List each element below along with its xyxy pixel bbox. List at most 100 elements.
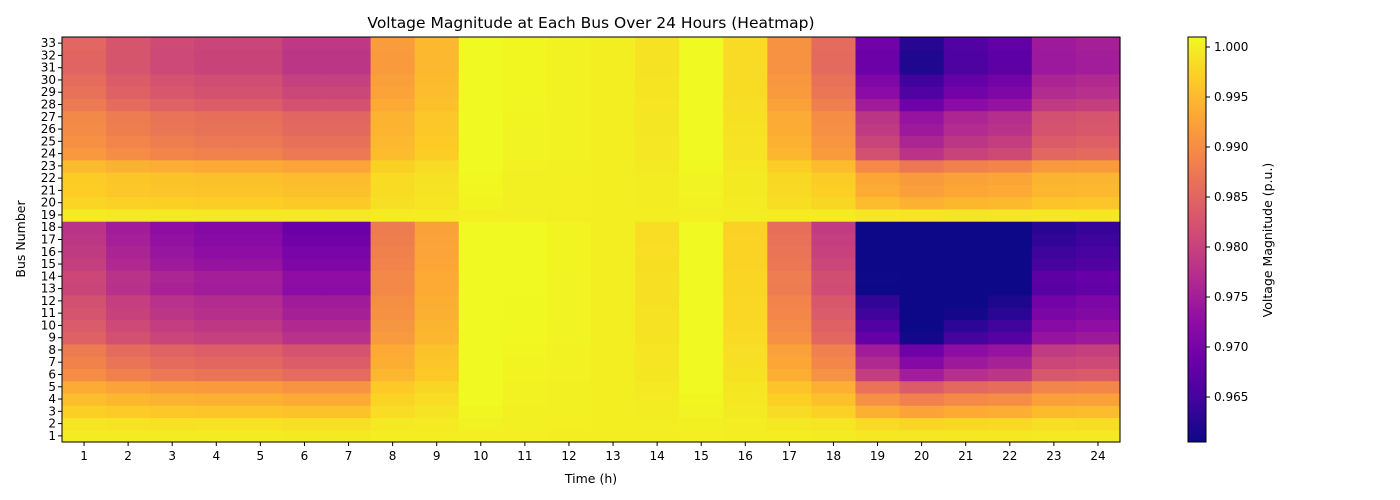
heatmap-cell <box>987 221 1033 234</box>
heatmap-cell <box>370 73 416 87</box>
heatmap-cell <box>238 98 284 112</box>
heatmap-cell <box>723 245 768 259</box>
heatmap-cell <box>811 356 857 369</box>
heatmap-cell <box>238 343 284 357</box>
heatmap-cell <box>1075 282 1121 296</box>
heatmap-cell <box>414 233 460 247</box>
heatmap-cell <box>899 98 945 112</box>
heatmap-cell <box>635 429 680 443</box>
heatmap-cell <box>1075 184 1121 198</box>
heatmap-cell <box>1031 61 1077 75</box>
heatmap-cell <box>811 122 857 136</box>
heatmap-cell <box>150 270 195 284</box>
heatmap-cell <box>1075 405 1121 419</box>
heatmap-cell <box>811 221 857 234</box>
heatmap-cell <box>150 49 195 63</box>
colorbar <box>1187 36 1207 443</box>
heatmap-cell <box>811 429 857 443</box>
heatmap-cell <box>326 73 372 87</box>
heatmap-cell <box>458 282 504 296</box>
heatmap-cell <box>282 86 328 99</box>
heatmap-cell <box>811 319 857 333</box>
heatmap-cell <box>502 221 548 234</box>
y-tick-label: 9 <box>48 331 56 345</box>
colorbar-tick-label: 0.985 <box>1214 190 1248 204</box>
heatmap-cell <box>811 417 857 431</box>
heatmap-cell <box>855 61 901 75</box>
heatmap-cell <box>591 37 636 50</box>
heatmap-cell <box>1031 233 1077 247</box>
heatmap-cell <box>370 61 416 75</box>
heatmap-cell <box>62 233 107 247</box>
x-tick-label: 11 <box>517 449 532 463</box>
heatmap-cell <box>282 37 328 50</box>
heatmap-cell <box>502 135 548 149</box>
heatmap-cell <box>194 122 239 136</box>
heatmap-cell <box>150 184 195 198</box>
heatmap-cell <box>414 122 460 136</box>
heatmap-cell <box>591 61 636 75</box>
colorbar-tick-label: 0.990 <box>1214 140 1248 154</box>
heatmap-cell <box>723 172 768 185</box>
heatmap-cell <box>414 368 460 382</box>
colorbar-tick-label: 0.970 <box>1214 340 1248 354</box>
heatmap-cell <box>326 417 372 431</box>
colorbar-label: Voltage Magnitude (p.u.) <box>1260 163 1275 318</box>
heatmap-cell <box>899 331 945 345</box>
heatmap-cell <box>723 196 768 210</box>
heatmap-cell <box>326 380 372 394</box>
heatmap-cell <box>943 270 989 284</box>
heatmap-cell <box>326 429 372 443</box>
heatmap-cell <box>326 319 372 333</box>
heatmap-cell <box>1031 73 1077 87</box>
x-tick-label: 23 <box>1046 449 1061 463</box>
heatmap-cell <box>326 147 372 161</box>
heatmap-cell <box>855 245 901 259</box>
heatmap-cell <box>62 98 107 112</box>
heatmap-cell <box>370 380 416 394</box>
heatmap-cell <box>591 307 636 320</box>
heatmap-cell <box>899 159 945 173</box>
heatmap-cell <box>238 172 284 185</box>
heatmap-cell <box>943 380 989 394</box>
heatmap-cell <box>62 196 107 210</box>
heatmap-cell <box>855 73 901 87</box>
heatmap-cell <box>546 319 592 333</box>
heatmap-cell <box>723 282 768 296</box>
heatmap-cell <box>679 221 724 234</box>
heatmap-cell <box>591 184 636 198</box>
heatmap-cell <box>546 233 592 247</box>
heatmap-cell <box>238 257 284 271</box>
heatmap-cell <box>899 233 945 247</box>
heatmap-cell <box>326 110 372 124</box>
heatmap-cell <box>282 319 328 333</box>
heatmap-cell <box>1031 221 1077 234</box>
heatmap-cell <box>106 122 151 136</box>
heatmap-cell <box>1031 307 1077 320</box>
heatmap-cell <box>458 208 504 222</box>
heatmap-cell <box>62 122 107 136</box>
heatmap-cell <box>282 270 328 284</box>
heatmap-cell <box>238 233 284 247</box>
heatmap-cell <box>194 392 239 406</box>
heatmap-cell <box>635 110 680 124</box>
heatmap-cell <box>370 257 416 271</box>
heatmap-cell <box>150 98 195 112</box>
heatmap-cell <box>723 356 768 369</box>
heatmap-cell <box>899 73 945 87</box>
heatmap-cell <box>414 307 460 320</box>
heatmap-cell <box>1031 208 1077 222</box>
heatmap-cell <box>326 159 372 173</box>
x-tick-label: 6 <box>301 449 309 463</box>
heatmap-cell <box>591 110 636 124</box>
x-tick-label: 22 <box>1002 449 1017 463</box>
heatmap-cell <box>811 294 857 308</box>
heatmap-cell <box>1031 405 1077 419</box>
heatmap-cell <box>1075 429 1121 443</box>
heatmap-cell <box>767 221 813 234</box>
heatmap-cell <box>899 356 945 369</box>
heatmap-cell <box>679 208 724 222</box>
heatmap-cell <box>591 49 636 63</box>
heatmap-cell <box>194 73 239 87</box>
heatmap-cell <box>282 233 328 247</box>
